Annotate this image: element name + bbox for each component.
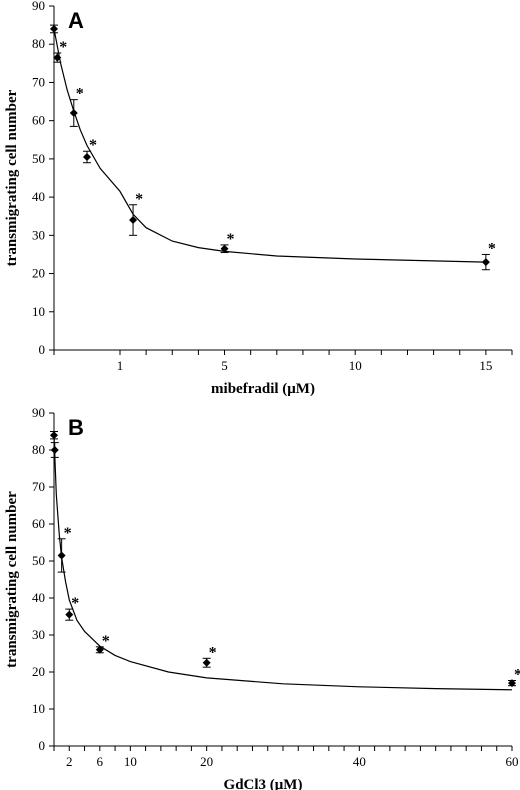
panel-label: A	[68, 8, 84, 33]
panel-b-chart: 0 10 20 30 40 50 60 70 80 90 2 6 10 20 40 60 * * * * * B GdCl3…	[4, 405, 520, 790]
x-tick-label: 40	[353, 754, 366, 769]
data-point	[481, 258, 490, 267]
x-tick-label: 10	[124, 754, 137, 769]
y-tick-label: 10	[32, 701, 45, 716]
data-point	[202, 658, 211, 667]
significance-star: *	[89, 137, 97, 154]
significance-star: *	[135, 191, 143, 208]
x-tick-label: 1	[117, 358, 124, 373]
x-axis-title: mibefradil (μM)	[211, 381, 315, 397]
significance-star: *	[64, 525, 72, 542]
x-tick-label: 6	[97, 754, 104, 769]
y-tick-label: 90	[32, 0, 45, 13]
data-point	[53, 53, 62, 62]
y-tick-label: 40	[32, 590, 45, 605]
y-axis-title: transmigrating cell number	[4, 89, 20, 266]
significance-star: *	[514, 667, 520, 684]
data-point	[50, 431, 58, 440]
y-tick-label: 10	[32, 304, 45, 319]
x-tick-label: 60	[506, 754, 519, 769]
fit-curve	[53, 28, 486, 263]
y-tick-label: 30	[32, 627, 45, 642]
y-tick-label: 0	[39, 738, 46, 753]
y-tick-label: 70	[32, 479, 45, 494]
x-axis-title: GdCl3 (μM)	[224, 777, 303, 790]
data-point	[57, 551, 66, 560]
significance-star: *	[102, 633, 110, 650]
data-point	[129, 216, 138, 225]
x-tick-label: 2	[66, 754, 73, 769]
data-point	[220, 244, 229, 253]
y-tick-label: 20	[32, 664, 45, 679]
data-point	[50, 446, 59, 454]
panel-label: B	[68, 415, 84, 440]
data-point	[95, 645, 104, 654]
y-tick-label: 60	[32, 516, 45, 531]
significance-star: *	[71, 595, 79, 612]
data-point	[65, 610, 74, 619]
y-tick-label: 50	[32, 553, 45, 568]
y-tick-label: 70	[32, 74, 45, 89]
significance-star: *	[227, 231, 235, 248]
x-tick-label: 10	[349, 358, 362, 373]
y-tick-label: 30	[32, 227, 45, 242]
significance-star: *	[209, 644, 217, 661]
y-tick-label: 60	[32, 113, 45, 128]
x-tick-label: 20	[200, 754, 213, 769]
x-tick-label: 5	[221, 358, 228, 373]
data-point	[83, 152, 91, 161]
data-point	[50, 24, 58, 33]
significance-star: *	[488, 240, 496, 257]
y-axis-title: transmigrating cell number	[4, 491, 20, 668]
fit-curve	[53, 435, 513, 691]
y-tick-label: 20	[32, 266, 45, 281]
y-tick-label: 0	[39, 342, 46, 357]
y-tick-label: 40	[32, 189, 45, 204]
significance-star: *	[59, 39, 67, 56]
y-tick-label: 80	[32, 36, 45, 51]
y-tick-label: 50	[32, 151, 45, 166]
x-tick-label: 15	[479, 358, 492, 373]
significance-star: *	[76, 86, 84, 103]
y-tick-label: 80	[32, 442, 45, 457]
data-point	[69, 109, 78, 118]
y-tick-label: 90	[32, 405, 45, 420]
data-point	[508, 679, 516, 688]
